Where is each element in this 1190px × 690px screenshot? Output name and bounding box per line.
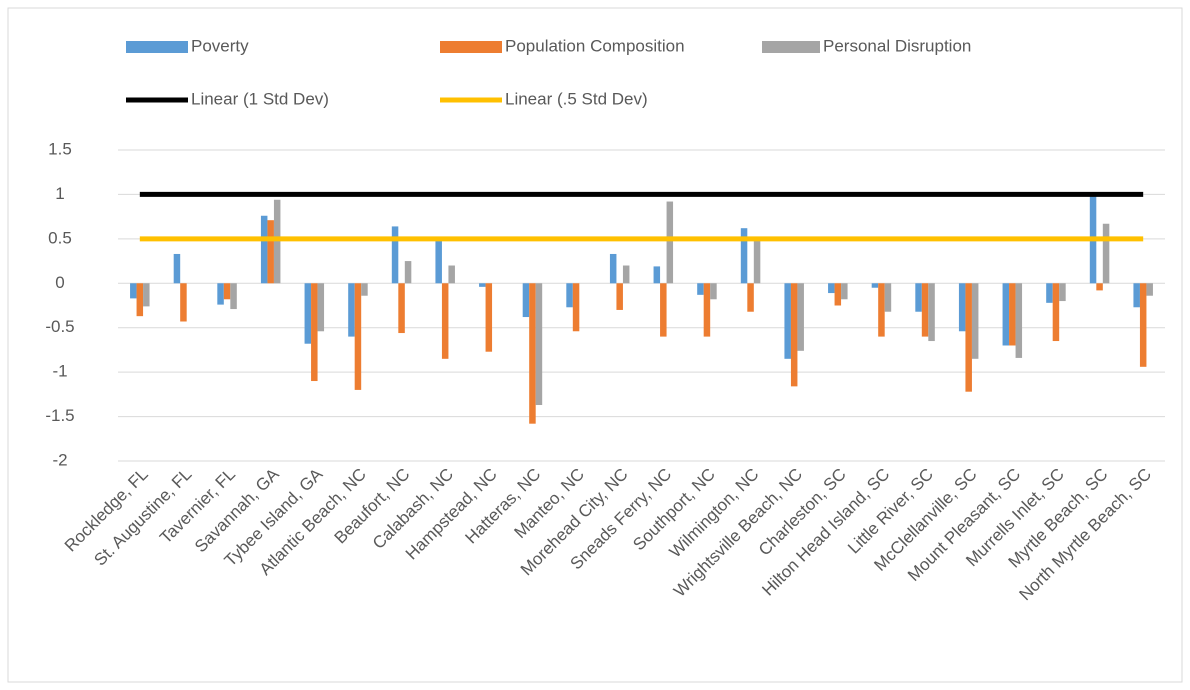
bar: [871, 283, 879, 288]
legend-swatch: [440, 41, 502, 53]
y-tick-label: -2: [52, 450, 67, 469]
bar: [884, 283, 892, 312]
bar: [143, 283, 150, 307]
bar: [915, 283, 922, 312]
bar: [273, 199, 281, 284]
bar: [448, 265, 455, 284]
bar: [740, 228, 748, 284]
bar: [1096, 283, 1103, 291]
bar: [223, 283, 231, 300]
legend-label: Personal Disruption: [823, 36, 971, 55]
bar: [572, 283, 580, 332]
bar: [928, 283, 935, 342]
bar: [354, 283, 362, 390]
bar: [529, 283, 536, 424]
bar: [535, 283, 543, 406]
legend-swatch: [126, 41, 188, 53]
y-tick-label: -0.5: [45, 317, 74, 336]
bar: [217, 283, 224, 305]
bar: [136, 283, 144, 317]
bar: [485, 283, 493, 352]
legend-label: Linear (.5 Std Dev): [505, 89, 648, 108]
bar: [398, 283, 405, 334]
bar: [784, 283, 791, 359]
bar: [311, 283, 318, 382]
bar: [566, 283, 573, 308]
bar: [230, 283, 237, 310]
bar: [616, 283, 623, 310]
bar: [1052, 283, 1060, 342]
bar: [361, 283, 368, 296]
bar: [747, 283, 754, 312]
bar: [797, 283, 804, 351]
bar: [348, 283, 355, 337]
bar: [834, 283, 842, 306]
legend-label: Linear (1 Std Dev): [191, 89, 329, 108]
bar: [753, 240, 761, 284]
bar: [703, 283, 711, 337]
bar: [180, 283, 187, 322]
bar: [841, 283, 848, 300]
bar: [1009, 283, 1016, 346]
legend-swatch: [762, 41, 820, 53]
legend-label: Poverty: [191, 36, 249, 55]
bar: [790, 283, 798, 387]
bar: [653, 266, 661, 284]
bar: [965, 283, 972, 392]
bar: [828, 283, 835, 294]
bar: [1046, 283, 1053, 303]
bar: [958, 283, 966, 332]
bar: [660, 283, 667, 337]
bar: [479, 283, 486, 287]
chart-frame: [7, 7, 1183, 683]
y-tick-label: -1: [52, 362, 67, 381]
bar: [522, 283, 530, 318]
bar: [609, 253, 617, 284]
bar: [971, 283, 979, 359]
y-tick-label: 1.5: [48, 139, 72, 158]
bar: [404, 261, 412, 284]
bar: [710, 283, 717, 300]
bar: [921, 283, 929, 337]
bar: [1002, 283, 1010, 346]
bar: [697, 283, 704, 295]
bar: [878, 283, 885, 337]
bar: [1133, 283, 1140, 308]
bar: [1146, 283, 1153, 296]
bar: [1102, 223, 1110, 284]
bar: [173, 253, 181, 284]
y-tick-label: -1.5: [45, 406, 74, 425]
bar: [317, 283, 325, 332]
y-tick-label: 0: [55, 273, 64, 292]
bar: [260, 215, 268, 284]
y-tick-label: 1: [55, 184, 64, 203]
legend-label: Population Composition: [505, 36, 685, 55]
bar: [622, 265, 630, 284]
y-tick-label: 0.5: [48, 228, 72, 247]
bar: [130, 283, 137, 299]
bar: [1015, 283, 1023, 358]
bar: [1139, 283, 1147, 367]
bar: [267, 220, 274, 284]
bar: [666, 201, 674, 284]
bar: [435, 239, 442, 284]
bar: [441, 283, 449, 359]
bar: [304, 283, 312, 344]
bar: [391, 226, 399, 284]
bar: [1059, 283, 1066, 302]
